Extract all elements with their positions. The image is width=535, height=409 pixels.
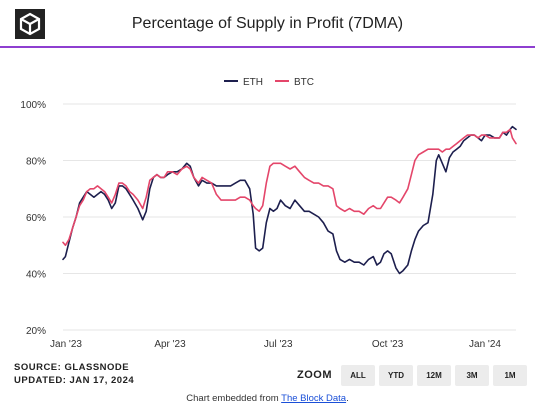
x-tick-label: Apr '23 — [154, 339, 186, 350]
chart-title: Percentage of Supply in Profit (7DMA) — [131, 15, 404, 32]
legend-label: BTC — [294, 77, 314, 88]
zoom-controls: ZOOM ALL YTD 12M 3M 1M — [297, 362, 531, 388]
y-tick-label: 40% — [26, 270, 46, 281]
zoom-ytd-button[interactable]: YTD — [379, 364, 413, 386]
x-tick-label: Jul '23 — [264, 339, 293, 350]
x-tick-label: Jan '24 — [469, 339, 501, 350]
series-line-btc — [62, 128, 517, 247]
chart-footer: SOURCE: GLASSNODE UPDATED: JAN 17, 2024 — [14, 361, 134, 387]
the-block-data-link[interactable]: The Block Data — [281, 393, 347, 404]
source-label: SOURCE: GLASSNODE — [14, 362, 130, 373]
series-lines — [62, 125, 517, 275]
zoom-3m-button[interactable]: 3M — [455, 364, 489, 386]
x-tick-label: Oct '23 — [372, 339, 404, 350]
y-axis-ticks: 100% 80% 60% 40% 20% — [20, 100, 46, 337]
the-block-logo-icon — [15, 9, 45, 39]
title-divider — [0, 46, 535, 48]
y-tick-label: 60% — [26, 213, 46, 224]
y-tick-label: 20% — [26, 326, 46, 337]
zoom-all-button[interactable]: ALL — [341, 364, 375, 386]
gridlines — [63, 103, 516, 331]
zoom-label: ZOOM — [297, 369, 332, 381]
x-tick-label: Jan '23 — [50, 339, 82, 350]
legend-label: ETH — [243, 77, 263, 88]
legend: ETH BTC — [224, 77, 314, 88]
y-tick-label: 100% — [20, 100, 46, 111]
series-line-eth — [62, 125, 517, 275]
zoom-1m-button[interactable]: 1M — [493, 364, 527, 386]
embed-prefix: Chart embedded from — [186, 393, 282, 404]
line-chart: ETH BTC 100% 80% 60% 40% 20% Jan '23 Apr '23 Ju… — [20, 77, 517, 350]
zoom-12m-button[interactable]: 12M — [417, 364, 451, 386]
y-tick-label: 80% — [26, 157, 46, 168]
updated-label: UPDATED: JAN 17, 2024 — [14, 375, 135, 386]
chart-header: Percentage of Supply in Profit (7DMA) — [0, 0, 535, 48]
embed-note: Chart embedded from The Block Data. — [0, 393, 535, 404]
embed-suffix: . — [346, 393, 349, 404]
x-axis-ticks: Jan '23 Apr '23 Jul '23 Oct '23 Jan '24 — [50, 339, 501, 350]
